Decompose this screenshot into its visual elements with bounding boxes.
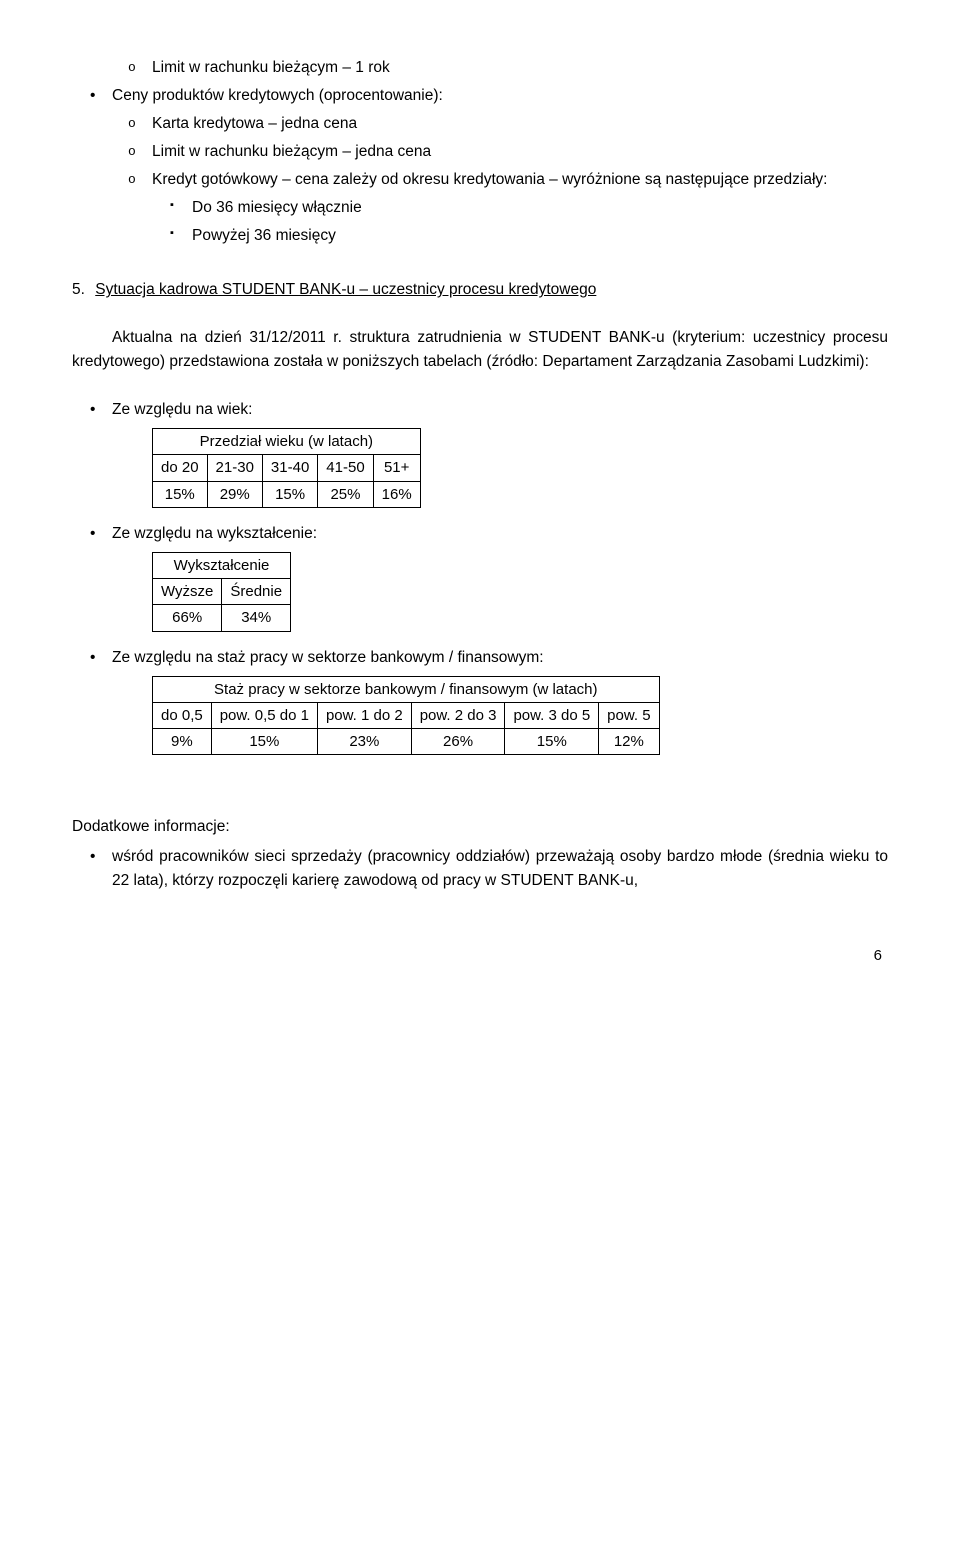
table-cell: 9% — [153, 729, 212, 755]
table-cell: 15% — [153, 481, 208, 507]
list-item: Kredyt gotówkowy – cena zależy od okresu… — [152, 168, 888, 248]
table-cell: 16% — [373, 481, 420, 507]
table-header: do 20 — [153, 455, 208, 481]
table-cell: 29% — [207, 481, 262, 507]
table-header: pow. 1 do 2 — [317, 702, 411, 728]
list-item: Limit w rachunku bieżącym – 1 rok — [152, 56, 888, 80]
table-header: pow. 5 — [599, 702, 659, 728]
list-item: Karta kredytowa – jedna cena — [152, 112, 888, 136]
list-item: wśród pracowników sieci sprzedaży (praco… — [112, 845, 888, 893]
table-header: 51+ — [373, 455, 420, 481]
table-title: Wykształcenie — [153, 552, 291, 578]
page-number: 6 — [72, 944, 888, 967]
table-header: 41-50 — [318, 455, 373, 481]
edu-table: Wykształcenie Wyższe Średnie 66% 34% — [152, 552, 291, 632]
table-header: pow. 3 do 5 — [505, 702, 599, 728]
paragraph: Aktualna na dzień 31/12/2011 r. struktur… — [72, 326, 888, 374]
list-item: Ze względu na wykształcenie: Wykształcen… — [112, 522, 888, 632]
list-text: Ze względu na wykształcenie: — [112, 525, 317, 542]
table-title: Przedział wieku (w latach) — [153, 429, 421, 455]
age-table: Przedział wieku (w latach) do 20 21-30 3… — [152, 428, 421, 508]
table-header: Wyższe — [153, 579, 222, 605]
list-item: Powyżej 36 miesięcy — [192, 224, 888, 248]
table-header: 31-40 — [262, 455, 317, 481]
list-item: Limit w rachunku bieżącym – jedna cena — [152, 140, 888, 164]
table-cell: 15% — [211, 729, 317, 755]
list-text: Ze względu na staż pracy w sektorze bank… — [112, 649, 544, 666]
list-item: Do 36 miesięcy włącznie — [192, 196, 888, 220]
subheading: Dodatkowe informacje: — [72, 815, 888, 839]
list-text: Kredyt gotówkowy – cena zależy od okresu… — [152, 171, 827, 188]
table-cell: 15% — [505, 729, 599, 755]
table-cell: 15% — [262, 481, 317, 507]
table-title: Staż pracy w sektorze bankowym / finanso… — [153, 676, 660, 702]
table-cell: 26% — [411, 729, 505, 755]
table-header: pow. 0,5 do 1 — [211, 702, 317, 728]
section-title: Sytuacja kadrowa STUDENT BANK-u – uczest… — [95, 281, 596, 298]
table-cell: 23% — [317, 729, 411, 755]
table-cell: 12% — [599, 729, 659, 755]
list-text: Ze względu na wiek: — [112, 401, 252, 418]
table-header: do 0,5 — [153, 702, 212, 728]
list-item: Ze względu na wiek: Przedział wieku (w l… — [112, 398, 888, 508]
table-header: Średnie — [222, 579, 291, 605]
section-heading: 5. Sytuacja kadrowa STUDENT BANK-u – ucz… — [72, 278, 888, 302]
section-number: 5. — [72, 281, 85, 298]
list-text: Ceny produktów kredytowych (oprocentowan… — [112, 87, 443, 104]
table-cell: 66% — [153, 605, 222, 631]
table-cell: 34% — [222, 605, 291, 631]
list-item: Ceny produktów kredytowych (oprocentowan… — [112, 84, 888, 248]
table-header: pow. 2 do 3 — [411, 702, 505, 728]
tenure-table: Staż pracy w sektorze bankowym / finanso… — [152, 676, 660, 756]
table-cell: 25% — [318, 481, 373, 507]
list-item: Ze względu na staż pracy w sektorze bank… — [112, 646, 888, 756]
table-header: 21-30 — [207, 455, 262, 481]
